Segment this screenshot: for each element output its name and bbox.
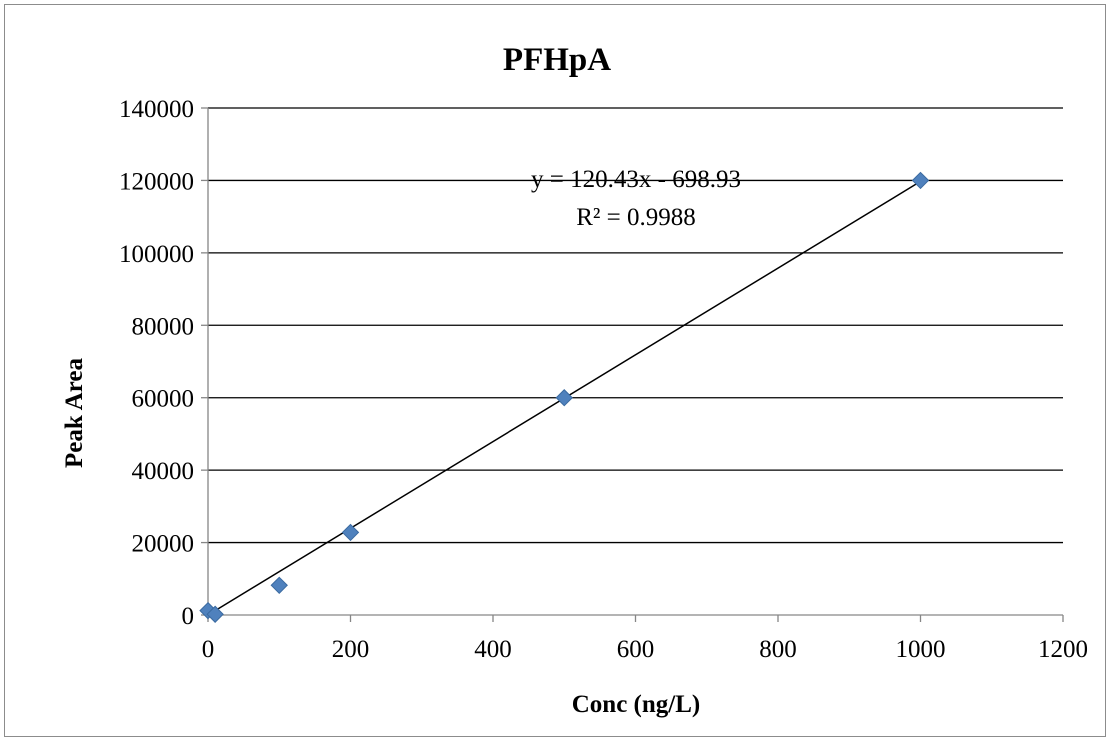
trendline-equation: y = 120.43x - 698.93: [531, 166, 741, 193]
data-point-5: [911, 171, 930, 190]
y-tick-label-7: 140000: [119, 96, 194, 123]
y-tick-label-3: 60000: [132, 386, 195, 413]
x-tick-label-5: 1000: [896, 636, 946, 663]
y-tick-label-6: 120000: [119, 168, 194, 195]
x-tick-label-2: 400: [474, 636, 512, 663]
x-tick-label-6: 1200: [1038, 636, 1088, 663]
y-tick-label-0: 0: [182, 603, 195, 630]
x-tick-label-3: 600: [617, 636, 655, 663]
r-squared-label: R² = 0.9988: [576, 204, 696, 231]
x-tick-label-0: 0: [202, 636, 215, 663]
y-tick-label-5: 100000: [119, 241, 194, 268]
tick-labels: 0 20000 40000 60000 80000 100000 120000 140000 0…: [119, 96, 1088, 663]
data-point-3: [341, 523, 360, 542]
y-tick-label-4: 80000: [132, 313, 195, 340]
y-axis-title: Peak Area: [61, 358, 88, 468]
chart-title: PFHpA: [503, 42, 611, 78]
y-tick-label-1: 20000: [132, 531, 195, 558]
data-point-4: [555, 389, 573, 407]
data-point-2: [270, 576, 288, 595]
data-points: [199, 171, 930, 623]
data-point-1: [206, 605, 224, 623]
x-tick-label-1: 200: [332, 636, 370, 663]
x-tick-label-4: 800: [759, 636, 797, 663]
y-tick-label-2: 40000: [132, 458, 195, 485]
x-axis-title: Conc (ng/L): [572, 691, 700, 718]
